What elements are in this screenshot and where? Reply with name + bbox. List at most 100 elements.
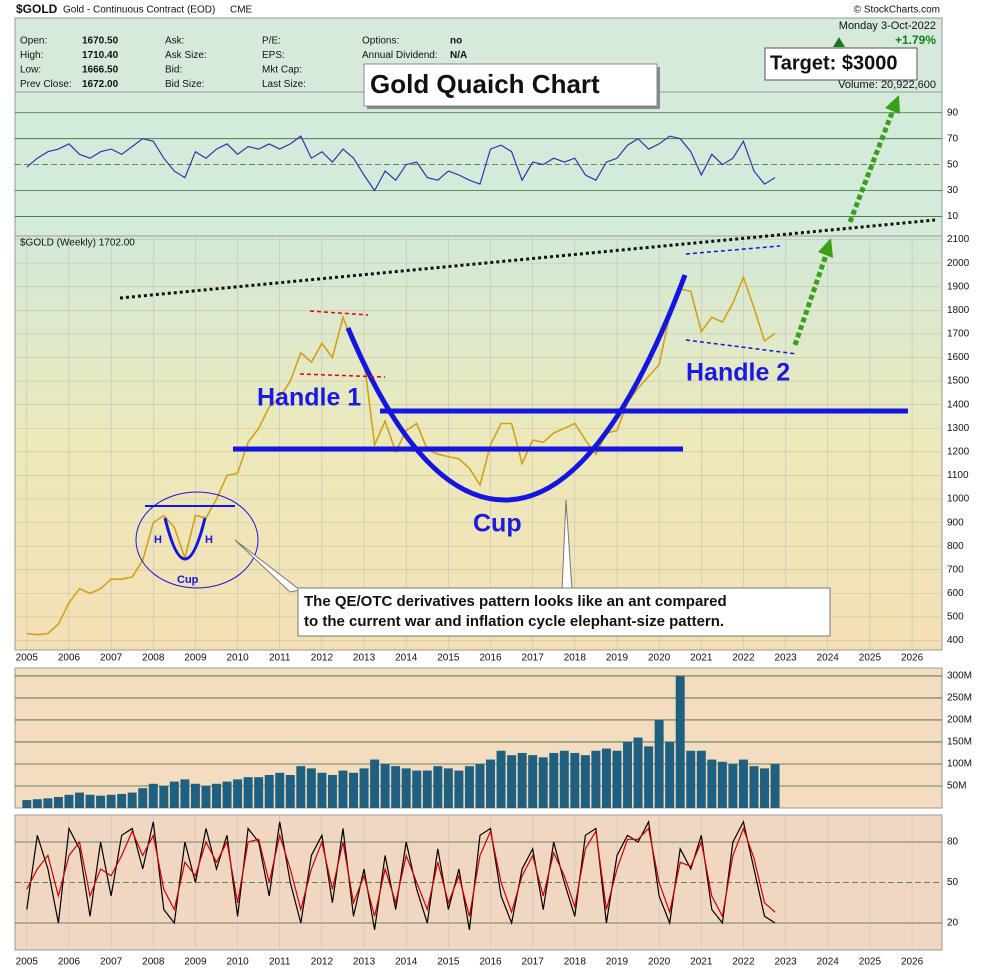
volume-bar: [233, 779, 243, 808]
arrowhead-2: [885, 95, 900, 114]
volume-bar: [349, 772, 358, 808]
x-tick-label: 2008: [142, 653, 165, 664]
volume-bar: [686, 750, 696, 808]
rsi-panel: [14, 91, 943, 237]
field-label: High:: [20, 50, 43, 61]
small-pattern-ring: [135, 491, 259, 589]
volume-bar: [370, 759, 380, 808]
field-label: Mkt Cap:: [262, 65, 302, 76]
handle1-top: [309, 310, 369, 316]
series-line: [26, 826, 776, 919]
handle1-label: Handle 1: [257, 384, 361, 412]
x-tick-label: 2021: [690, 957, 713, 968]
x-tick-label: 2015: [437, 957, 460, 968]
volume-bar: [96, 795, 106, 808]
volume-bar: [591, 750, 601, 808]
y-tick-label: 200M: [947, 715, 972, 726]
field-value: 1672.00: [82, 79, 119, 90]
volume-bar: [117, 793, 127, 808]
callout-pointer-1: [234, 539, 302, 593]
volume-bar: [159, 785, 169, 808]
volume-bar: [580, 755, 590, 808]
volume-bar: [22, 800, 32, 808]
field-label: Bid:: [165, 65, 182, 76]
x-tick-label: 2026: [901, 957, 924, 968]
y-tick-label: 1100: [947, 470, 969, 481]
field-label: Low:: [20, 65, 41, 76]
x-tick-label: 2024: [817, 653, 840, 664]
x-tick-label: 2014: [395, 653, 418, 664]
small-cup-label: Cup: [177, 574, 199, 586]
series-line: [26, 275, 776, 636]
x-tick-label: 2018: [564, 957, 587, 968]
field-label: Bid Size:: [165, 79, 204, 90]
volume-bar: [243, 777, 253, 808]
volume-bar: [75, 792, 84, 808]
field-label: P/E:: [262, 36, 281, 47]
volume-bar: [496, 750, 506, 808]
field-label: Options:: [362, 36, 399, 47]
volume-bar: [760, 768, 770, 808]
field-label: EPS:: [262, 50, 285, 61]
x-tick-label: 2019: [606, 653, 629, 664]
y-tick-label: 2000: [947, 258, 970, 269]
field-label: Last Size:: [262, 79, 306, 90]
field-label: Open:: [20, 36, 47, 47]
volume-bar: [454, 770, 464, 808]
volume-bar: [507, 755, 517, 808]
volume-bar: [707, 759, 717, 808]
handle2-top: [685, 245, 781, 255]
x-tick-label: 2012: [311, 653, 334, 664]
y-tick-label: 2100: [947, 234, 970, 245]
volume-bar: [559, 750, 569, 808]
note-line: The QE/OTC derivatives pattern looks lik…: [304, 593, 727, 610]
handle2-bottom: [685, 339, 798, 355]
volume-bar: [770, 763, 780, 808]
title: Gold Quaich Chart: [370, 69, 600, 99]
field-value: 1666.50: [82, 65, 119, 76]
volume-bar: [422, 770, 432, 808]
price-panel: [14, 235, 943, 651]
volume-bar: [327, 774, 337, 808]
target-arrow-2: [847, 109, 896, 223]
x-tick-label: 2013: [353, 957, 376, 968]
volume-bar: [306, 768, 316, 808]
field-label: Prev Close:: [20, 79, 72, 90]
y-tick-label: 90: [947, 107, 959, 118]
y-tick-label: 50: [947, 877, 959, 888]
up-arrow: [833, 37, 845, 47]
series-line: [26, 135, 776, 192]
x-tick-label: 2005: [16, 957, 39, 968]
volume-bar: [601, 748, 611, 808]
volume-bar: [623, 741, 632, 808]
field-label: Ask Size:: [165, 50, 207, 61]
volume-bar: [654, 719, 664, 808]
x-tick-label: 2011: [269, 653, 291, 664]
volume-bar: [464, 766, 474, 808]
target-box: [764, 47, 918, 81]
volume-bar: [717, 761, 727, 808]
volume-bar: [85, 794, 95, 808]
y-tick-label: 20: [947, 918, 959, 929]
volume-bar: [285, 774, 295, 808]
y-tick-label: 1500: [947, 376, 970, 387]
x-tick-label: 2006: [58, 957, 81, 968]
note-line: to the current war and inflation cycle e…: [304, 613, 724, 630]
volume-bar: [32, 799, 42, 808]
cup-label: Cup: [473, 510, 522, 538]
x-tick-label: 2016: [479, 957, 502, 968]
x-tick-label: 2009: [184, 653, 207, 664]
x-tick-label: 2007: [100, 957, 123, 968]
field-value: 1670.50: [82, 36, 119, 47]
field-value: 1710.40: [82, 50, 119, 61]
y-tick-label: 500: [947, 612, 964, 623]
x-tick-label: 2009: [184, 957, 207, 968]
y-tick-label: 700: [947, 564, 964, 575]
y-tick-label: 30: [947, 185, 959, 196]
x-tick-label: 2008: [142, 957, 165, 968]
volume-bar: [738, 759, 748, 808]
cup-curve: [345, 274, 688, 503]
note-box: [297, 587, 831, 637]
volume-bar: [570, 752, 580, 808]
x-tick-label: 2017: [522, 957, 545, 968]
